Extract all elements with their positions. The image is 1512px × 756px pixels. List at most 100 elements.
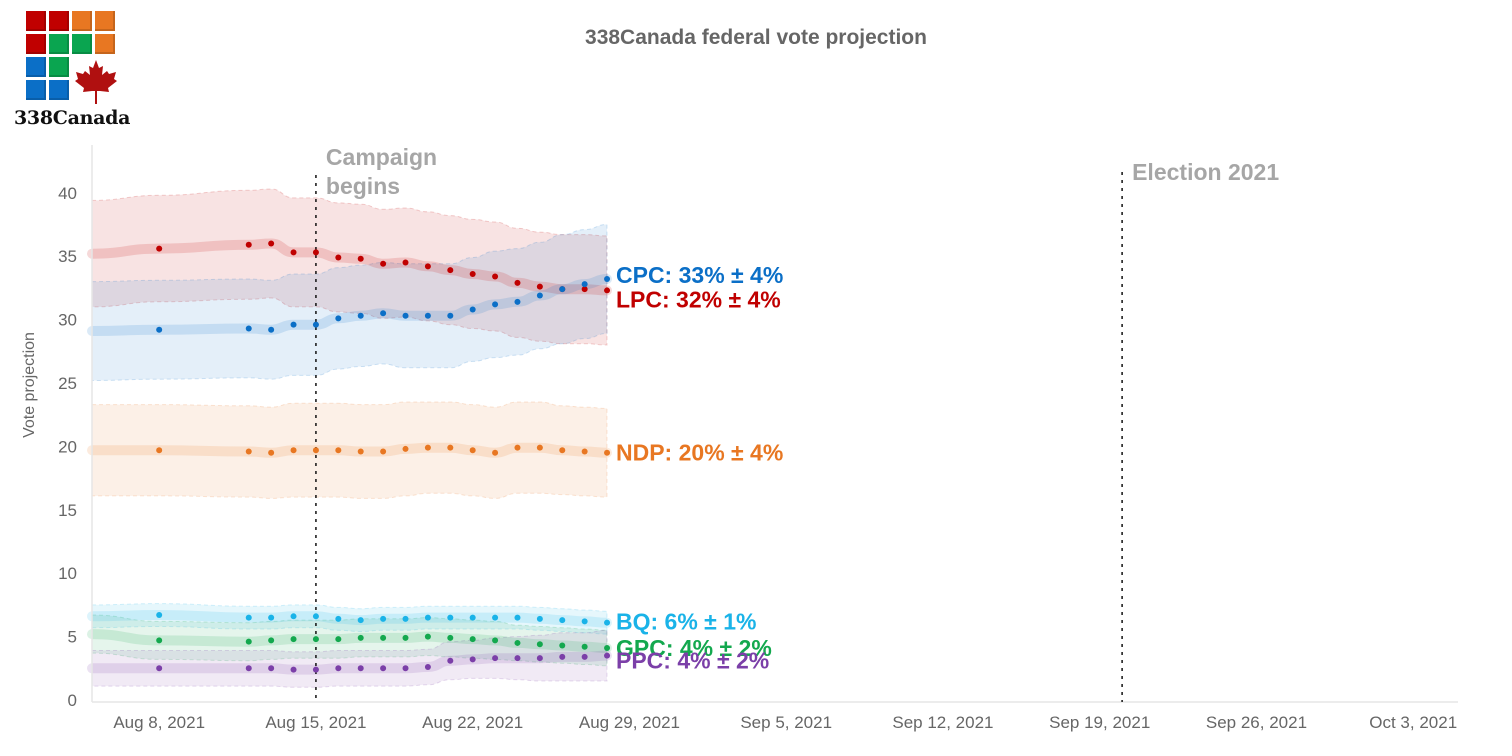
y-tick-label: 10 (58, 564, 77, 583)
data-point-cpc (469, 306, 476, 313)
data-point-lpc (514, 279, 521, 286)
data-point-bq (312, 613, 319, 620)
data-point-ndp (559, 447, 566, 454)
logo-square (49, 34, 69, 54)
data-point-ndp (245, 448, 252, 455)
data-point-lpc (581, 286, 588, 293)
data-point-bq (380, 615, 387, 622)
data-point-gpc (268, 637, 275, 644)
data-point-gpc (447, 634, 454, 641)
data-point-lpc (380, 260, 387, 267)
data-point-lpc (469, 270, 476, 277)
data-point-ppc (514, 655, 521, 662)
data-point-cpc (402, 312, 409, 319)
data-point-ppc (357, 665, 364, 672)
data-point-ppc (604, 652, 611, 659)
logo-square (26, 57, 46, 77)
data-point-bq (604, 619, 611, 626)
series-label-gpc: GPC: 4% ± 2% (616, 635, 772, 661)
logo-square (95, 34, 115, 54)
data-point-gpc (559, 642, 566, 649)
event-marker-label: Election 2021 (1132, 159, 1279, 185)
data-point-gpc (156, 637, 163, 644)
logo-square (26, 11, 46, 31)
data-point-ndp (604, 449, 611, 456)
data-point-lpc (447, 267, 454, 274)
data-point-ndp (492, 449, 499, 456)
data-point-cpc (514, 298, 521, 305)
data-point-gpc (604, 645, 611, 652)
y-tick-label: 5 (68, 628, 77, 647)
data-point-bq (335, 615, 342, 622)
data-point-lpc (268, 240, 275, 247)
data-point-bq (424, 614, 431, 621)
y-tick-label: 25 (58, 374, 77, 393)
data-point-gpc (380, 634, 387, 641)
data-point-cpc (424, 312, 431, 319)
data-point-ppc (380, 665, 387, 672)
data-point-lpc (245, 241, 252, 248)
data-point-lpc (424, 263, 431, 270)
data-point-ndp (581, 448, 588, 455)
logo-square (72, 11, 92, 31)
x-tick-label: Sep 12, 2021 (892, 713, 993, 732)
y-ticks: 0 5 10 15 20 25 30 35 40 (58, 184, 77, 710)
confidence-band-ppc (91, 629, 608, 688)
data-point-gpc (492, 637, 499, 644)
data-point-ndp (402, 445, 409, 452)
data-point-ppc (447, 657, 454, 664)
data-point-ppc (402, 665, 409, 672)
data-point-gpc (290, 636, 297, 643)
series-label-ppc: PPC: 4% ± 2% (616, 648, 769, 674)
data-point-gpc (514, 639, 521, 646)
trend-line-ndp (87, 442, 612, 458)
series-label-ndp: NDP: 20% ± 4% (616, 440, 783, 466)
chart-title: 338Canada federal vote projection (585, 26, 927, 49)
event-marker-label: begins (326, 173, 400, 199)
data-point-lpc (156, 245, 163, 252)
data-point-cpc (268, 326, 275, 333)
y-tick-label: 40 (58, 184, 77, 203)
data-point-ppc (559, 653, 566, 660)
data-point-cpc (604, 276, 611, 283)
data-point-gpc (581, 643, 588, 650)
logo-square (49, 80, 69, 100)
logo-square (72, 34, 92, 54)
logo-square (26, 34, 46, 54)
x-tick-label: Sep 19, 2021 (1049, 713, 1150, 732)
data-point-lpc (604, 287, 611, 294)
data-point-bq (290, 613, 297, 620)
logo-square (49, 11, 69, 31)
confidence-band-ndp (91, 401, 608, 499)
data-point-gpc (402, 634, 409, 641)
data-point-cpc (156, 326, 163, 333)
axes (91, 145, 1458, 703)
data-point-gpc (245, 638, 252, 645)
data-point-cpc (559, 286, 566, 293)
data-point-lpc (536, 283, 543, 290)
data-point-ndp (514, 444, 521, 451)
data-point-cpc (380, 310, 387, 317)
logo-text: 338Canada (14, 107, 131, 129)
data-point-bq (245, 614, 252, 621)
data-point-lpc (357, 255, 364, 262)
data-point-ndp (380, 448, 387, 455)
data-point-gpc (536, 641, 543, 648)
data-point-bq (469, 614, 476, 621)
y-tick-label: 30 (58, 311, 77, 330)
data-point-gpc (357, 634, 364, 641)
data-point-ndp (156, 447, 163, 454)
data-point-ndp (290, 447, 297, 454)
data-point-ppc (268, 665, 275, 672)
series-label-lpc: LPC: 32% ± 4% (616, 286, 781, 312)
data-point-ppc (581, 653, 588, 660)
x-tick-label: Aug 15, 2021 (265, 713, 366, 732)
data-point-ndp (335, 447, 342, 454)
data-point-ndp (424, 444, 431, 451)
data-point-ndp (447, 444, 454, 451)
x-ticks: Aug 8, 2021 Aug 15, 2021 Aug 22, 2021 Aug 2… (113, 713, 1457, 732)
data-point-cpc (447, 312, 454, 319)
series-label-cpc: CPC: 33% ± 4% (616, 262, 783, 288)
y-tick-label: 20 (58, 437, 77, 456)
data-point-cpc (357, 312, 364, 319)
